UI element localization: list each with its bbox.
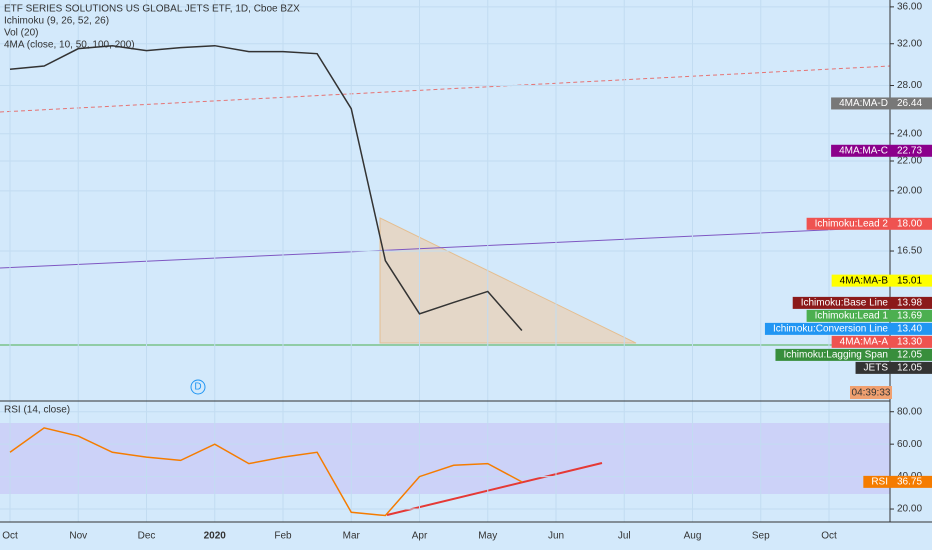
price-label: Ichimoku:Conversion Line 13.40 xyxy=(764,322,932,335)
price-label-box xyxy=(775,348,932,361)
y-tick-label: 28.00 xyxy=(897,80,922,91)
price-label-box xyxy=(806,309,932,322)
price-label-name: 4MA:MA-D xyxy=(839,98,888,109)
x-tick-label: Feb xyxy=(274,531,292,542)
price-label-box xyxy=(831,144,932,157)
price-label-box xyxy=(855,361,932,374)
price-label-value: 13.69 xyxy=(897,311,922,322)
x-tick-label: Sep xyxy=(752,531,770,542)
price-label: Ichimoku:Lead 1 13.69 xyxy=(806,309,932,322)
price-label-box xyxy=(831,97,932,110)
price-label-value: 36.75 xyxy=(897,477,922,488)
price-label: Ichimoku:Lead 2 18.00 xyxy=(806,217,932,230)
price-label-box xyxy=(831,274,932,287)
trend-line xyxy=(0,226,891,269)
y-tick-label: 32.00 xyxy=(897,38,922,49)
price-label: Ichimoku:Base Line 13.98 xyxy=(792,296,932,309)
price-label: 4MA:MA-A 13.30 xyxy=(831,335,932,348)
y-tick-label: 20.00 xyxy=(897,504,922,515)
price-label-box xyxy=(764,322,932,335)
price-label-box xyxy=(806,217,932,230)
rsi-title: RSI (14, close) xyxy=(4,405,70,416)
x-tick-label: Oct xyxy=(821,531,837,542)
chart-title: ETF SERIES SOLUTIONS US GLOBAL JETS ETF,… xyxy=(4,4,300,15)
x-tick-label: Jun xyxy=(548,531,564,542)
trend-line xyxy=(0,65,891,113)
y-tick-label: 22.00 xyxy=(897,156,922,167)
price-label-value: 13.98 xyxy=(897,298,922,309)
y-tick-label: 36.00 xyxy=(897,2,922,13)
y-tick-label: 60.00 xyxy=(897,439,922,450)
price-line xyxy=(9,44,523,331)
price-label-name: Ichimoku:Lead 1 xyxy=(815,311,889,322)
price-label-box xyxy=(831,335,932,348)
indicator: Ichimoku (9, 26, 52, 26) xyxy=(4,16,109,27)
price-label-name: RSI xyxy=(871,477,888,488)
countdown-box xyxy=(850,386,892,399)
price-label-name: JETS xyxy=(864,363,889,374)
price-label-value: 13.40 xyxy=(897,324,922,335)
rsi-trend-line xyxy=(386,462,603,516)
y-tick-label: 24.00 xyxy=(897,128,922,139)
price-label-name: Ichimoku:Conversion Line xyxy=(773,324,888,335)
price-label-box xyxy=(863,475,932,488)
price-label: JETS 12.05 xyxy=(855,361,932,374)
price-label-value: 12.05 xyxy=(897,363,922,374)
x-tick-label: Mar xyxy=(343,531,361,542)
x-tick-label: Oct xyxy=(2,531,18,542)
x-tick-label: Aug xyxy=(684,531,702,542)
indicator: 4MA (close, 10, 50, 100, 200) xyxy=(4,40,135,51)
x-tick-label: 2020 xyxy=(204,531,227,542)
price-label-name: Ichimoku:Lagging Span xyxy=(783,350,888,361)
x-tick-label: Apr xyxy=(412,531,428,542)
event-marker-label[interactable]: D xyxy=(194,382,201,393)
indicator: Vol (20) xyxy=(4,28,38,39)
price-label-value: 22.73 xyxy=(897,145,922,156)
price-label-name: Ichimoku:Base Line xyxy=(801,298,889,309)
triangle-drawing xyxy=(379,217,637,344)
price-label-box xyxy=(792,296,932,309)
price-label-value: 26.44 xyxy=(897,98,922,109)
price-label: RSI 36.75 xyxy=(863,475,932,488)
x-tick-label: Jul xyxy=(618,531,631,542)
x-tick-label: Nov xyxy=(69,531,87,542)
y-tick-label: 80.00 xyxy=(897,406,922,417)
price-label: 4MA:MA-D 26.44 xyxy=(831,97,932,110)
x-tick-label: May xyxy=(478,531,497,542)
price-label-value: 13.30 xyxy=(897,337,922,348)
price-label-value: 12.05 xyxy=(897,350,922,361)
price-label-name: 4MA:MA-C xyxy=(839,145,888,156)
x-tick-label: Dec xyxy=(138,531,156,542)
price-label: Ichimoku:Lagging Span 12.05 xyxy=(775,348,932,361)
price-label-value: 18.00 xyxy=(897,218,922,229)
price-label: 4MA:MA-C 22.73 xyxy=(831,144,932,157)
rsi-band xyxy=(0,423,890,494)
y-tick-label: 16.50 xyxy=(897,246,922,257)
price-line xyxy=(9,427,523,517)
price-label-value: 15.01 xyxy=(897,275,922,286)
price-label-name: 4MA:MA-A xyxy=(840,337,889,348)
price-label-name: 4MA:MA-B xyxy=(840,275,889,286)
event-marker[interactable] xyxy=(190,379,206,395)
price-label: 4MA:MA-B 15.01 xyxy=(831,274,932,287)
y-tick-label: 20.00 xyxy=(897,185,922,196)
countdown: 04:39:33 xyxy=(852,388,891,399)
price-label-name: Ichimoku:Lead 2 xyxy=(815,218,889,229)
